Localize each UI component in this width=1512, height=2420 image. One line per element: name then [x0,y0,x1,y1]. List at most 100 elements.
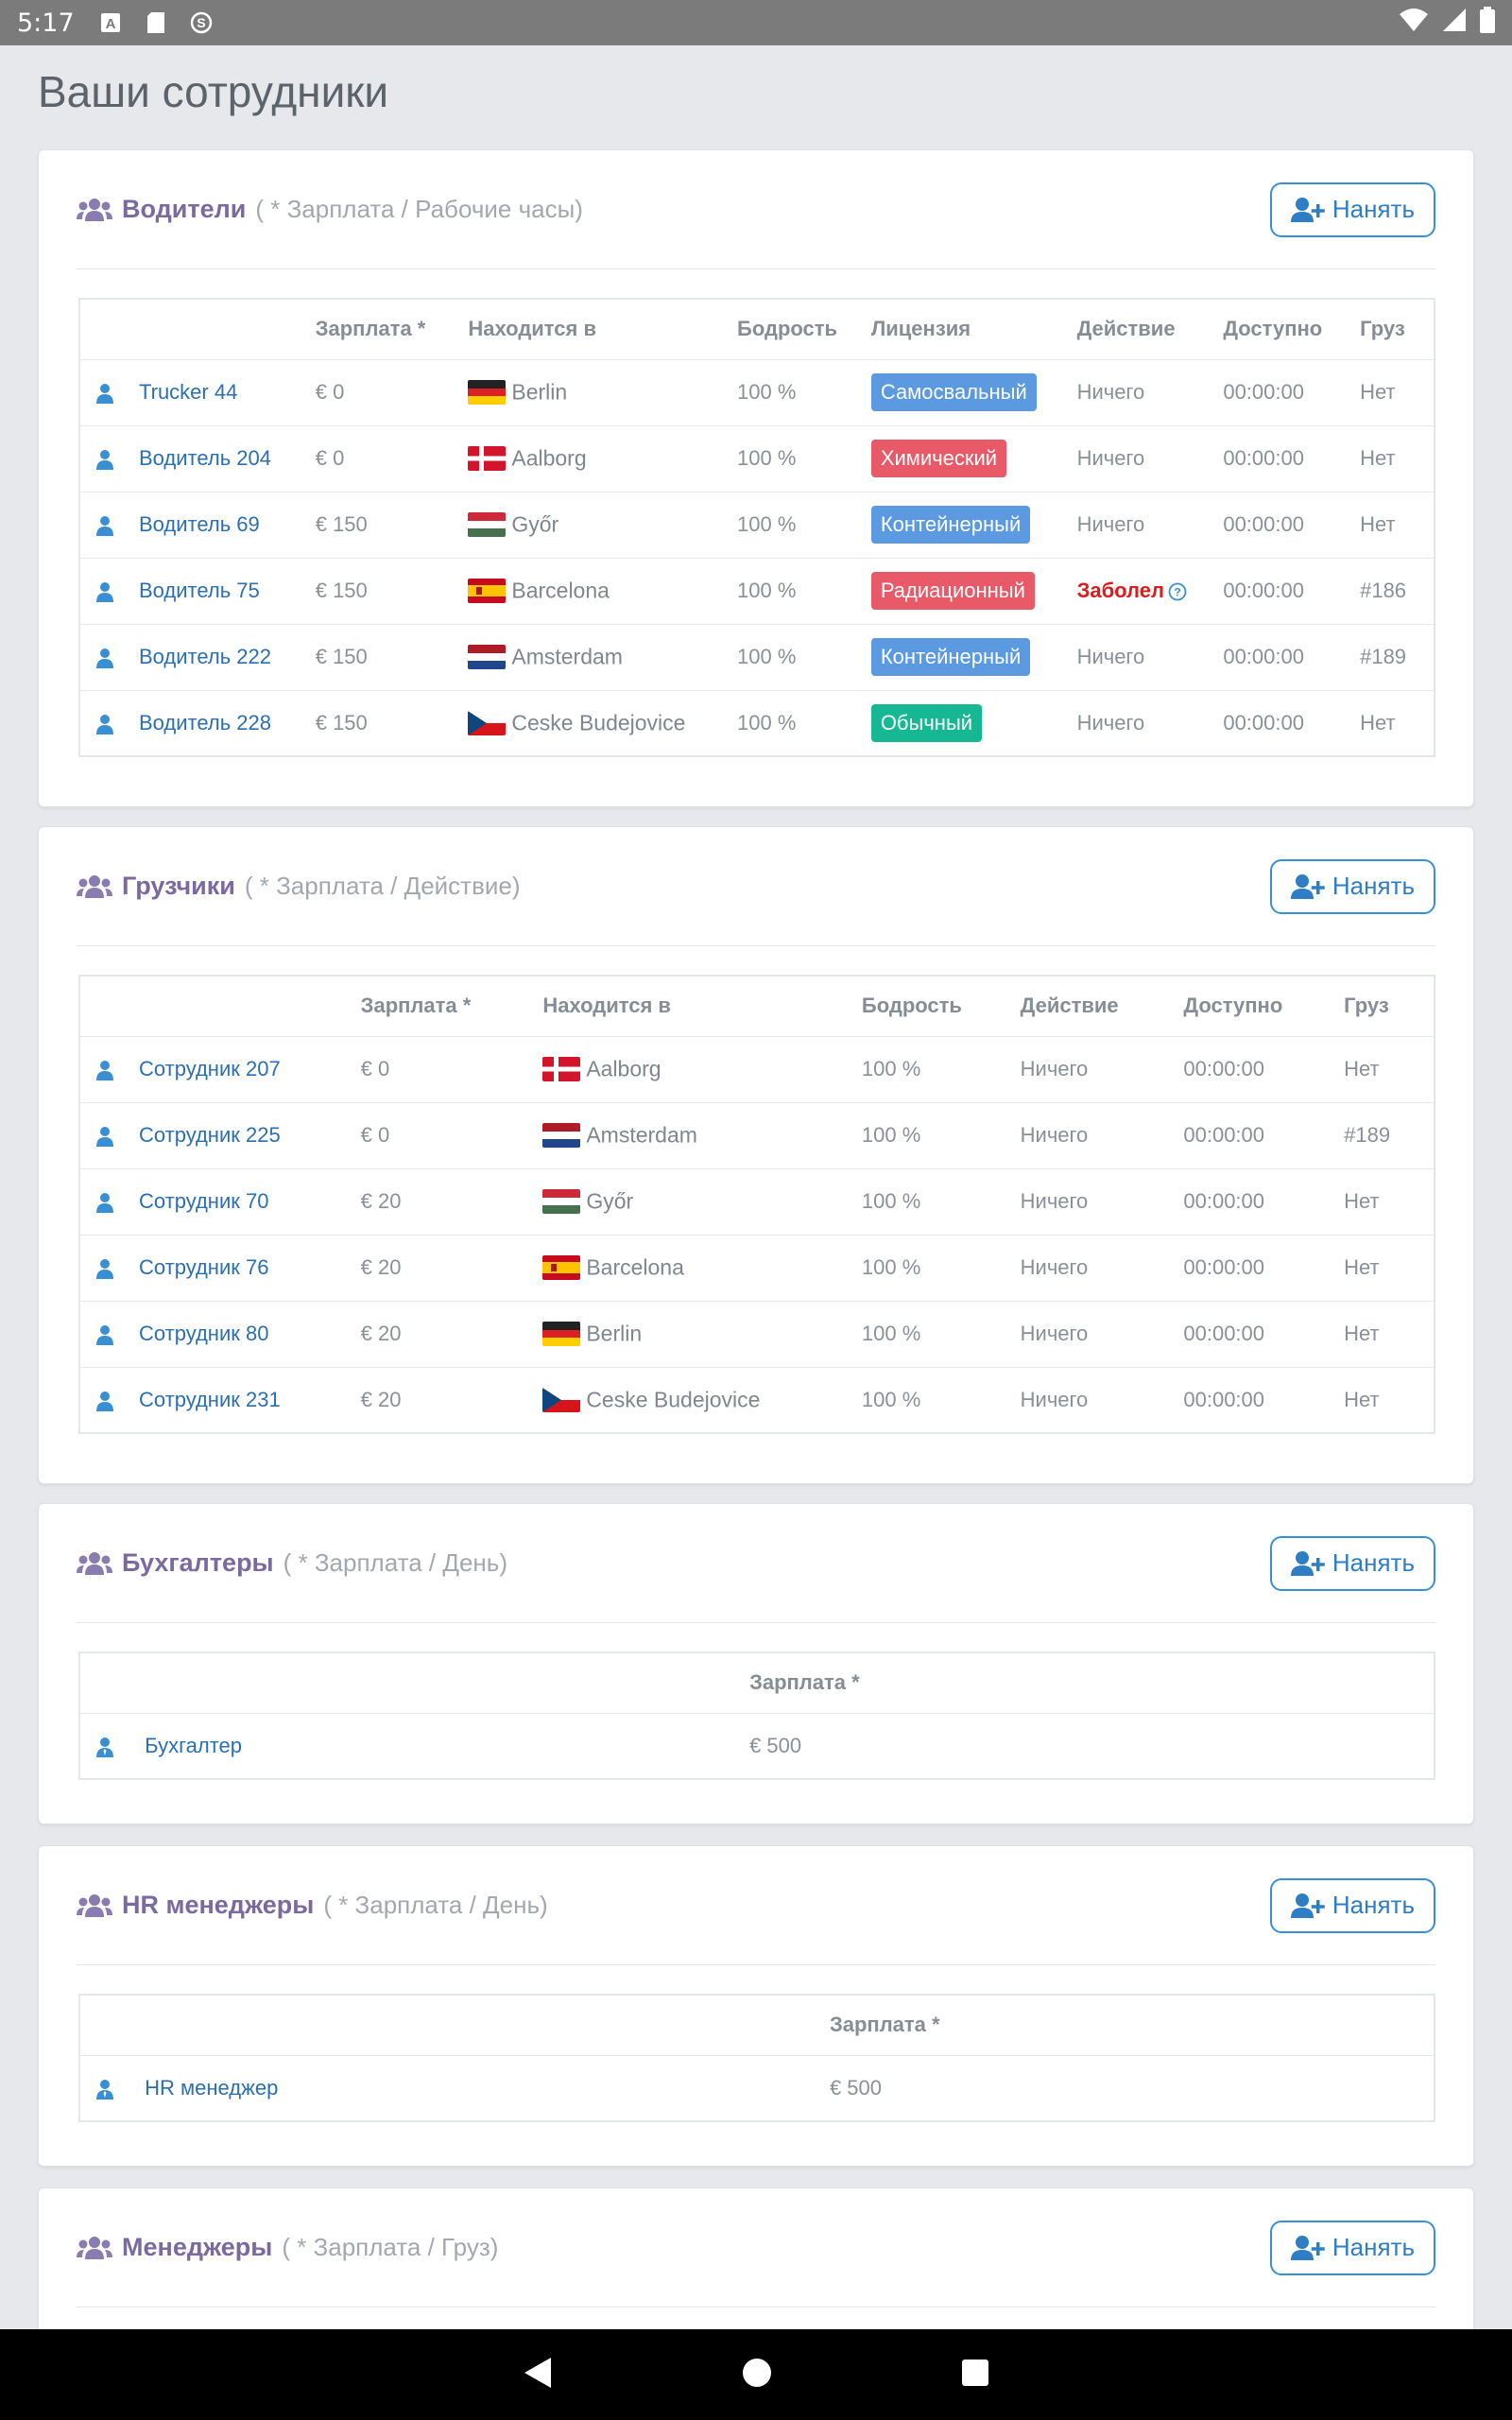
action-value: Ничего [1076,425,1224,493]
table-row: Сотрудник 207 € 0 Aalborg 100 % Ничего 00:00:… [79,1036,1435,1103]
accountants-subtitle: ( * Зарплата / День) [283,1548,507,1577]
cargo-value: Нет [1360,492,1435,559]
column-header: Бодрость [737,299,871,360]
cargo-value: Нет [1344,1036,1435,1103]
column-header: Груз [1360,299,1435,360]
action-value: Ничего [1020,1387,1089,1411]
drivers-card: Водители ( * Зарплата / Рабочие часы) На… [38,149,1474,807]
hire-accountants-button[interactable]: Нанять [1269,1535,1435,1591]
user-plus-icon [1290,1893,1325,1918]
cargo-value: Нет [1344,1235,1435,1302]
available-value: 00:00:00 [1183,1168,1345,1236]
battery-icon [1480,6,1495,40]
users-group-icon [77,1893,112,1917]
accountants-title: Бухгалтеры [122,1548,274,1577]
flag-hu [468,512,507,538]
location-city: Barcelona [586,1254,684,1280]
hr-card: HR менеджеры ( * Зарплата / День) Нанять… [38,1845,1474,2167]
app-s-icon: S [190,11,213,34]
table-row: Сотрудник 80 € 20 Berlin 100 % Ничего 00:00:0… [79,1301,1435,1368]
flag-dk [542,1057,581,1082]
action-value: Ничего [1020,1235,1184,1302]
svg-text:?: ? [1174,586,1180,599]
employee-name-link[interactable]: Водитель 222 [139,645,272,668]
salary-value: € 500 [829,2075,883,2100]
recents-icon[interactable] [961,2359,989,2392]
user-plus-icon [1290,873,1325,899]
license-badge: Радиационный [870,572,1035,610]
flag-de [542,1322,581,1347]
employee-name-link[interactable]: Водитель 69 [139,512,260,536]
license-badge: Самосвальный [870,373,1037,411]
table-row: Водитель 228 € 150 Ceske Budejovice 100 % Об… [79,690,1435,756]
column-header: Находится в [542,976,862,1037]
user-icon [96,1391,113,1411]
action-value: Ничего [1076,492,1224,559]
employee-name-link[interactable]: Сотрудник 70 [139,1189,269,1213]
column-header [79,299,316,360]
hire-label: Нанять [1332,1891,1415,1919]
employee-name-link[interactable]: Сотрудник 207 [139,1057,281,1080]
available-value: 00:00:00 [1183,1102,1345,1169]
managers-title: Менеджеры [122,2233,273,2261]
column-header [79,1652,750,1714]
hire-drivers-button[interactable]: Нанять [1269,182,1435,237]
salary-value: € 0 [360,1036,543,1103]
license-badge: Контейнерный [870,506,1031,544]
cargo-value: Нет [1344,1387,1380,1411]
employee-name-link[interactable]: Сотрудник 76 [139,1255,269,1279]
license-badge: Химический [870,440,1007,477]
column-header: Зарплата * [360,976,543,1037]
employee-name-link[interactable]: Сотрудник 225 [139,1123,281,1147]
column-header [79,1995,830,2056]
user-icon [96,1061,113,1081]
action-value: Ничего [1020,1168,1184,1236]
back-icon[interactable] [523,2357,553,2394]
users-group-icon [77,874,112,898]
user-plus-icon [1290,1550,1325,1576]
action-value: Ничего [1020,1301,1184,1368]
users-group-icon [77,2236,112,2259]
column-header: Действие [1076,299,1224,360]
help-circle-icon[interactable]: ? [1168,582,1187,601]
employee-name-link[interactable]: Водитель 75 [139,579,260,602]
user-icon [96,450,113,471]
action-value: Ничего [1076,624,1224,691]
loaders-table: Зарплата * Находится в Бодрость Действие Дос… [78,975,1435,1434]
location-city: Amsterdam [511,644,623,669]
employee-name-link[interactable]: Водитель 228 [139,710,272,735]
cargo-value: Нет [1344,1301,1435,1368]
employee-name-link[interactable]: Водитель 204 [139,446,272,470]
user-icon [96,582,113,603]
column-header: Лицензия [870,299,1077,360]
user-icon [96,516,113,537]
available-value: 00:00:00 [1223,710,1304,735]
cargo-value: #186 [1360,558,1435,625]
hr-subtitle: ( * Зарплата / День) [323,1891,548,1919]
action-value: Ничего [1076,710,1145,735]
signal-icon [1442,8,1467,39]
drivers-header: Водители ( * Зарплата / Рабочие часы) На… [77,150,1435,269]
employee-name-link[interactable]: Бухгалтер [145,1733,242,1757]
salary-value: € 150 [315,624,469,691]
employee-name-link[interactable]: Trucker 44 [139,380,238,404]
employee-name-link[interactable]: Сотрудник 231 [139,1387,281,1411]
column-header [79,976,361,1037]
flag-cz [542,1388,581,1413]
action-value: Ничего [1020,1102,1184,1169]
column-header-salary: Зарплата * [749,1652,1435,1714]
cargo-value: Нет [1360,425,1435,493]
available-value: 00:00:00 [1223,425,1361,493]
vigor-value: 100 % [861,1036,1021,1103]
column-header: Зарплата * [315,299,469,360]
column-header: Груз [1344,976,1435,1037]
employee-name-link[interactable]: HR менеджер [145,2075,279,2100]
flag-de [468,380,507,406]
hire-managers-button[interactable]: Нанять [1269,2220,1435,2275]
loaders-subtitle: ( * Зарплата / Действие) [244,872,521,900]
employee-name-link[interactable]: Сотрудник 80 [139,1322,269,1345]
hire-hr-button[interactable]: Нанять [1269,1877,1435,1933]
salary-value: € 150 [315,710,368,735]
hire-loaders-button[interactable]: Нанять [1269,858,1435,914]
home-icon[interactable] [742,2358,772,2393]
